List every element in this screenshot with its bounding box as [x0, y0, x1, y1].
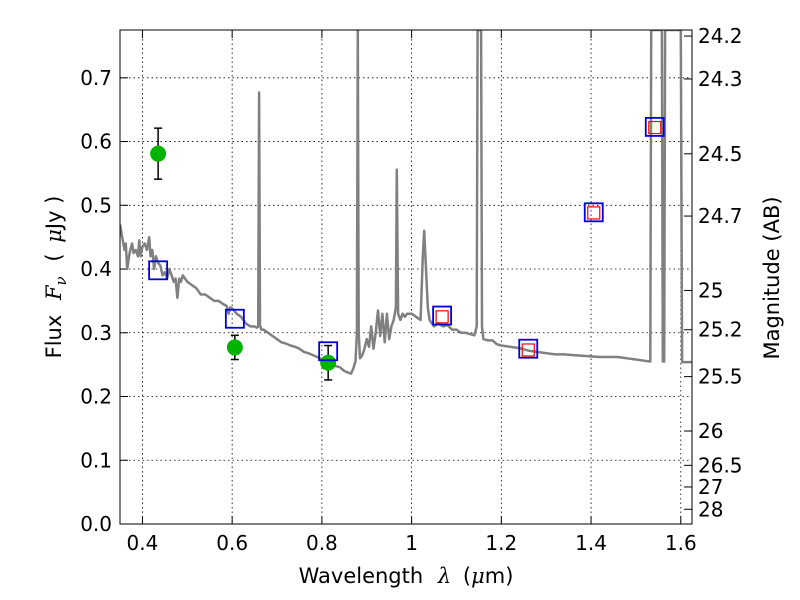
- model-photometry-square-red: [587, 206, 601, 220]
- observed-flux-point: [320, 354, 337, 371]
- magnitude-tick-label: 24.5: [698, 142, 743, 166]
- model-sed-line: [120, 30, 692, 375]
- photometry-markers: [148, 116, 665, 381]
- magnitude-tick-label: 25.5: [698, 365, 743, 389]
- x-tick-label: 0.8: [306, 531, 338, 555]
- magnitude-tick-label: 25: [698, 278, 723, 302]
- model-photometry-square: [583, 202, 604, 223]
- model-photometry-square-red: [521, 343, 535, 357]
- model-photometry-square: [432, 305, 453, 326]
- plot-area: [120, 30, 692, 524]
- magnitude-tick-label: 25.2: [698, 318, 743, 342]
- y-tick-label: 0.3: [80, 321, 112, 345]
- model-photometry-square: [224, 308, 245, 329]
- model-photometry-square-red: [648, 120, 662, 135]
- model-photometry-square: [518, 338, 539, 359]
- magnitude-tick-label: 24.7: [698, 204, 743, 228]
- y-tick-label: 0.5: [80, 193, 112, 217]
- y-tick-label: 0.1: [80, 448, 112, 472]
- x-axis-label: Wavelength λ (μm): [299, 564, 514, 588]
- x-tick-labels: 0.4 0.6 0.8 1 1.2 1.4 1.6: [127, 531, 697, 555]
- x-tick-label: 1.4: [575, 531, 607, 555]
- magnitude-tick-label: 27: [698, 475, 723, 499]
- observed-flux-point: [150, 145, 167, 162]
- plot-frame: [119, 29, 693, 525]
- model-photometry-square-red: [435, 310, 449, 324]
- magnitude-tick-label: 24.3: [698, 67, 743, 91]
- magnitude-tick-label: 26.5: [698, 453, 743, 477]
- x-tick-label: 0.6: [216, 531, 248, 555]
- x-tick-label: 1.2: [485, 531, 517, 555]
- y-tick-labels: 0.0 0.1 0.2 0.3 0.4 0.5 0.6 0.7: [80, 66, 112, 536]
- y-axis-label: Flux Fν ( μJy ): [42, 196, 71, 359]
- model-photometry-square: [318, 341, 339, 362]
- y-tick-label: 0.7: [80, 66, 112, 90]
- y-tick-label: 0.0: [80, 512, 112, 536]
- magnitude-tick-label: 24.2: [698, 24, 743, 48]
- model-photometry-square: [148, 260, 169, 281]
- x-tick-label: 1: [405, 531, 418, 555]
- model-photometry-square: [644, 116, 665, 137]
- y-tick-label: 0.2: [80, 385, 112, 409]
- x-tick-label: 0.4: [127, 531, 159, 555]
- y-tick-label: 0.4: [80, 257, 112, 281]
- magnitude-axis-label: Magnitude (AB): [760, 196, 784, 359]
- axis-ticks: [120, 30, 692, 525]
- x-tick-label: 1.6: [665, 531, 697, 555]
- observed-flux-point: [226, 339, 243, 356]
- y-tick-label: 0.6: [80, 130, 112, 154]
- magnitude-tick-label: 26: [698, 419, 723, 443]
- magnitude-tick-label: 28: [698, 497, 723, 521]
